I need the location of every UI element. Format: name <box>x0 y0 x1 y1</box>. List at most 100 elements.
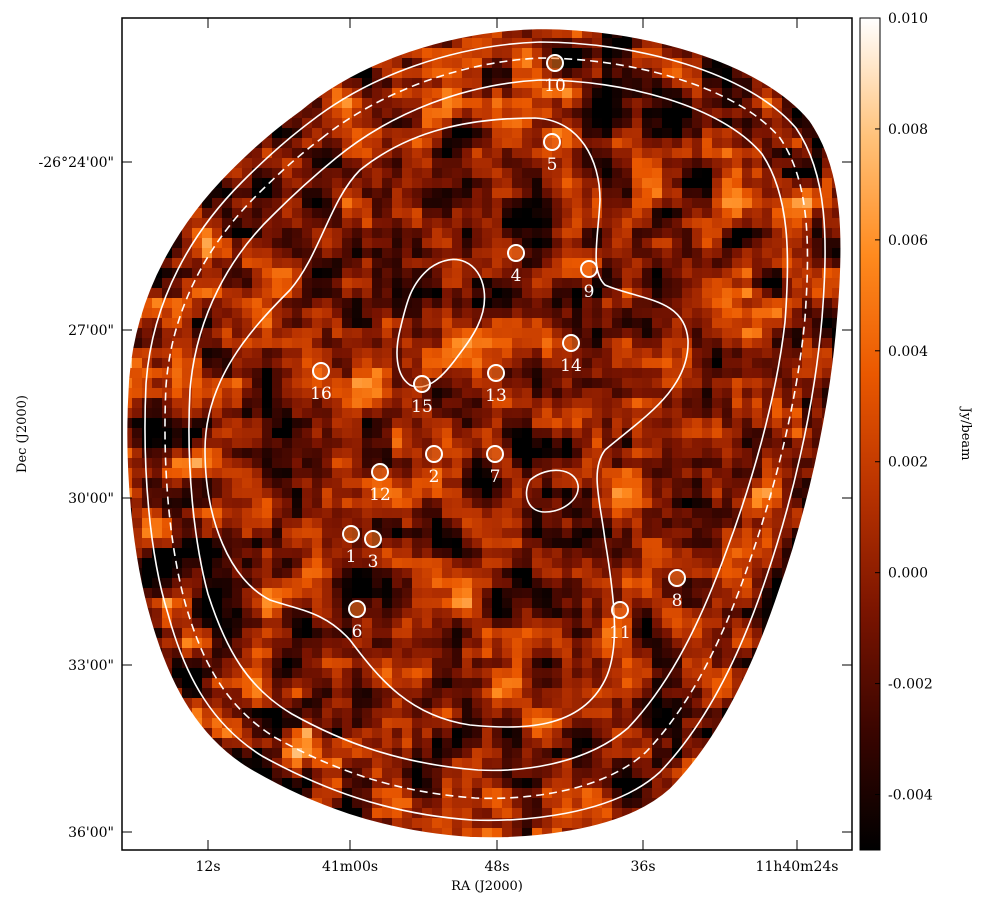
heatmap-cell <box>732 508 743 519</box>
heatmap-cell <box>322 648 333 659</box>
heatmap-cell <box>422 358 433 369</box>
heatmap-cell <box>372 598 383 609</box>
heatmap-cell <box>552 468 563 479</box>
heatmap-cell <box>182 538 193 549</box>
heatmap-cell <box>552 598 563 609</box>
heatmap-cell <box>772 408 783 419</box>
heatmap-cell <box>562 218 573 229</box>
heatmap-cell <box>332 88 343 99</box>
heatmap-cell <box>582 548 593 559</box>
heatmap-cell <box>232 428 243 439</box>
heatmap-cell <box>332 268 343 279</box>
heatmap-cell <box>422 148 433 159</box>
heatmap-cell <box>652 448 663 459</box>
heatmap-cell <box>172 378 183 389</box>
heatmap-cell <box>702 338 713 349</box>
heatmap-cell <box>282 198 293 209</box>
heatmap-cell <box>772 88 783 99</box>
heatmap-cell <box>172 388 183 399</box>
heatmap-cell <box>352 688 363 699</box>
heatmap-cell <box>642 608 653 619</box>
heatmap-cell <box>412 508 423 519</box>
heatmap-cell <box>262 188 273 199</box>
heatmap-cell <box>452 408 463 419</box>
heatmap-cell <box>332 108 343 119</box>
heatmap-cell <box>632 628 643 639</box>
heatmap-cell <box>172 278 183 289</box>
heatmap-cell <box>352 198 363 209</box>
heatmap-cell <box>522 378 533 389</box>
heatmap-cell <box>172 528 183 539</box>
heatmap-cell <box>212 568 223 579</box>
heatmap-cell <box>242 358 253 369</box>
heatmap-cell <box>632 48 643 59</box>
heatmap-cell <box>562 418 573 429</box>
heatmap-cell <box>212 538 223 549</box>
heatmap-cell <box>442 608 453 619</box>
heatmap-cell <box>232 538 243 549</box>
heatmap-cell <box>632 158 643 169</box>
heatmap-cell <box>622 468 633 479</box>
heatmap-cell <box>442 268 453 279</box>
heatmap-cell <box>712 588 723 599</box>
heatmap-cell <box>752 438 763 449</box>
heatmap-cell <box>722 278 733 289</box>
heatmap-cell <box>622 398 633 409</box>
heatmap-cell <box>332 418 343 429</box>
heatmap-cell <box>482 178 493 189</box>
heatmap-cell <box>202 488 213 499</box>
heatmap-cell <box>382 408 393 419</box>
heatmap-cell <box>452 158 463 169</box>
heatmap-cell <box>702 498 713 509</box>
heatmap-cell <box>812 328 823 339</box>
heatmap-cell <box>126 468 133 479</box>
heatmap-cell <box>502 568 513 579</box>
heatmap-cell <box>192 318 203 329</box>
heatmap-cell <box>252 208 263 219</box>
heatmap-cell <box>222 658 233 669</box>
heatmap-cell <box>302 698 313 709</box>
heatmap-cell <box>322 328 333 339</box>
heatmap-cell <box>582 178 593 189</box>
heatmap-cell <box>732 618 743 629</box>
heatmap-cell <box>542 298 553 309</box>
heatmap-cell <box>502 498 513 509</box>
heatmap-cell <box>152 448 163 459</box>
heatmap-cell <box>222 198 233 209</box>
heatmap-cell <box>732 668 743 679</box>
heatmap-cell <box>402 568 413 579</box>
heatmap-cell <box>502 658 513 669</box>
heatmap-cell <box>752 368 763 379</box>
heatmap-cell <box>562 398 573 409</box>
heatmap-cell <box>662 118 673 129</box>
heatmap-cell <box>252 678 263 689</box>
heatmap-cell <box>652 148 663 159</box>
heatmap-cell <box>572 278 583 289</box>
heatmap-cell <box>462 378 473 389</box>
heatmap-cell <box>492 178 503 189</box>
heatmap-cell <box>372 288 383 299</box>
heatmap-cell <box>732 98 743 109</box>
heatmap-cell <box>512 488 523 499</box>
heatmap-cell <box>222 488 233 499</box>
heatmap-cell <box>252 518 263 529</box>
heatmap-cell <box>162 438 173 449</box>
heatmap-cell <box>152 408 163 419</box>
heatmap-cell <box>602 598 613 609</box>
heatmap-cell <box>692 558 703 569</box>
heatmap-cell <box>352 408 363 419</box>
heatmap-cell <box>562 668 573 679</box>
heatmap-cell <box>682 658 693 669</box>
heatmap-cell <box>312 98 323 109</box>
heatmap-cell <box>462 168 473 179</box>
heatmap-cell <box>372 258 383 269</box>
heatmap-cell <box>292 598 303 609</box>
heatmap-cell <box>442 598 453 609</box>
heatmap-cell <box>452 278 463 289</box>
heatmap-cell <box>612 318 623 329</box>
heatmap-cell <box>762 518 773 529</box>
heatmap-cell <box>532 358 543 369</box>
heatmap-cell <box>822 188 833 199</box>
heatmap-cell <box>642 248 653 259</box>
heatmap-cell <box>742 408 753 419</box>
